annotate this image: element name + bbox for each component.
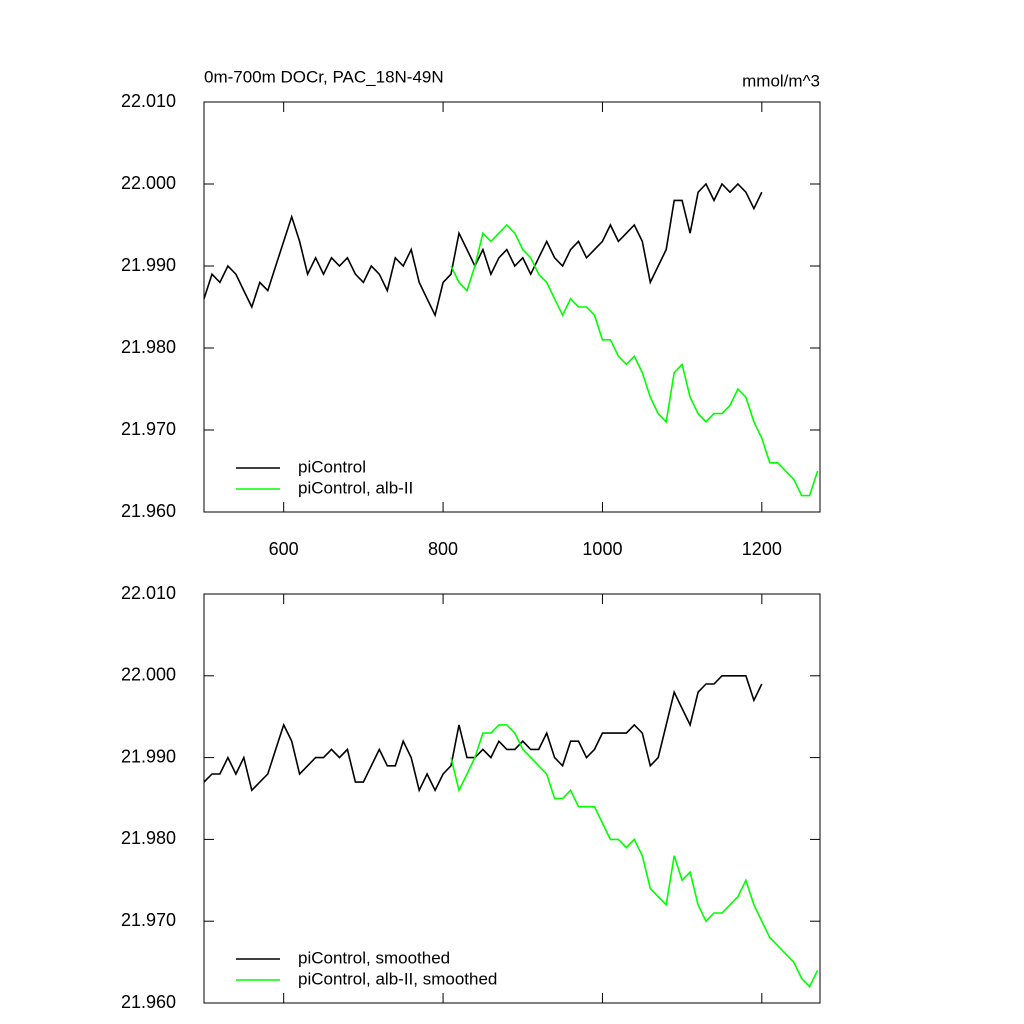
- y-tick-label: 21.960: [121, 992, 176, 1012]
- data-line: [203, 675, 763, 793]
- chart-title: 0m-700m DOCr, PAC_18N-49N: [204, 67, 444, 86]
- y-tick-label: 21.990: [121, 746, 176, 766]
- y-tick-label: 22.010: [121, 91, 176, 111]
- legend-label: piControl: [298, 457, 366, 476]
- y-tick-label: 22.010: [121, 583, 176, 603]
- plot-frame: [203, 593, 821, 1004]
- legend-label: piControl, alb-II: [298, 478, 413, 497]
- y-tick-label: 22.000: [121, 173, 176, 193]
- y-units: mmol/m^3: [742, 71, 820, 90]
- data-line: [450, 724, 819, 988]
- legend-label: piControl, smoothed: [298, 948, 450, 967]
- y-tick-label: 21.990: [121, 255, 176, 275]
- y-tick-label: 22.000: [121, 665, 176, 685]
- x-tick-label: 600: [269, 539, 299, 559]
- y-tick-label: 21.960: [121, 501, 176, 521]
- x-tick-label: 800: [428, 539, 458, 559]
- x-tick-label: 1200: [742, 539, 782, 559]
- data-line: [450, 223, 819, 497]
- y-tick-label: 21.980: [121, 828, 176, 848]
- y-tick-label: 21.970: [121, 910, 176, 930]
- legend-label: piControl, alb-II, smoothed: [298, 969, 497, 988]
- y-tick-label: 21.980: [121, 337, 176, 357]
- plot-frame: [203, 101, 821, 513]
- y-tick-label: 21.970: [121, 419, 176, 439]
- x-tick-label: 1000: [582, 539, 622, 559]
- data-line: [203, 182, 763, 318]
